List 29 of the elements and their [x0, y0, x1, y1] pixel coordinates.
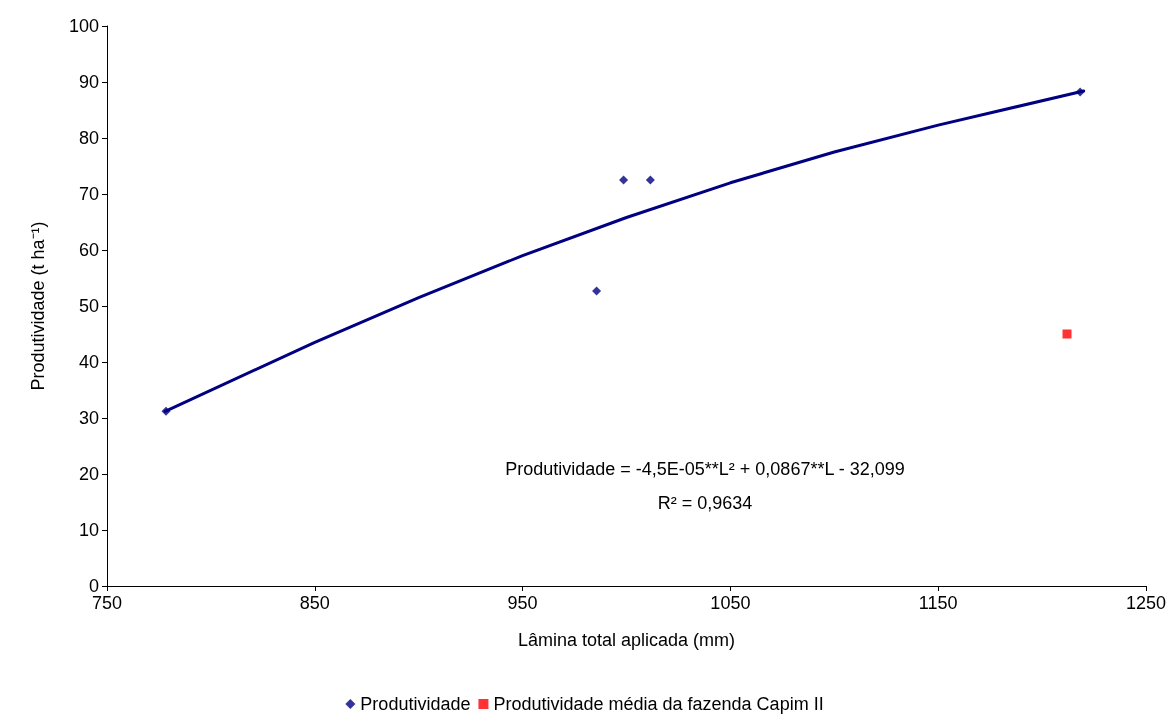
x-axis-title: Lâmina total aplicada (mm)	[517, 630, 736, 650]
annotation: Produtividade = -4,5E-05**L² + 0,0867**L - 32,099	[505, 459, 905, 479]
x-tick-label: 1250	[1125, 593, 1166, 613]
y-tick-label: 100	[68, 16, 99, 36]
point	[1062, 329, 1072, 339]
x-tick-label: 1150	[918, 593, 958, 613]
x-tick-label: 750	[91, 593, 123, 613]
y-tick-label: 70	[78, 184, 99, 204]
legend-label: Produtividade	[360, 694, 471, 714]
point	[1075, 87, 1085, 97]
x-tick-label: 850	[299, 593, 330, 613]
y-tick-label: 10	[78, 520, 99, 540]
y-tick-label: 90	[78, 72, 99, 92]
y-tick-label: 0	[88, 576, 99, 596]
y-tick-label: 40	[78, 352, 99, 372]
x-tick-label: 1050	[710, 593, 751, 613]
point	[161, 406, 171, 416]
y-tick-label: 20	[78, 464, 99, 484]
y-tick-label: 60	[78, 240, 99, 260]
point	[592, 286, 602, 296]
y-tick-label: 80	[78, 128, 99, 148]
legend-label: Produtividade média da fazenda Capim II	[493, 694, 824, 714]
y-tick-label: 50	[78, 296, 99, 316]
x-tick-label: 950	[507, 593, 538, 613]
y-tick-label: 30	[78, 408, 99, 428]
point	[645, 175, 655, 185]
annotation: R² = 0,9634	[657, 493, 753, 513]
point	[619, 175, 629, 185]
y-axis-title: Produtividade (t ha⁻¹)	[28, 221, 48, 391]
